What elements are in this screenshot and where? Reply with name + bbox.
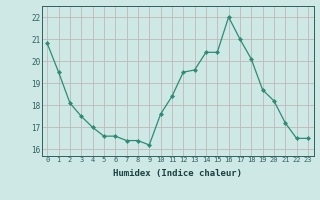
X-axis label: Humidex (Indice chaleur): Humidex (Indice chaleur) <box>113 169 242 178</box>
